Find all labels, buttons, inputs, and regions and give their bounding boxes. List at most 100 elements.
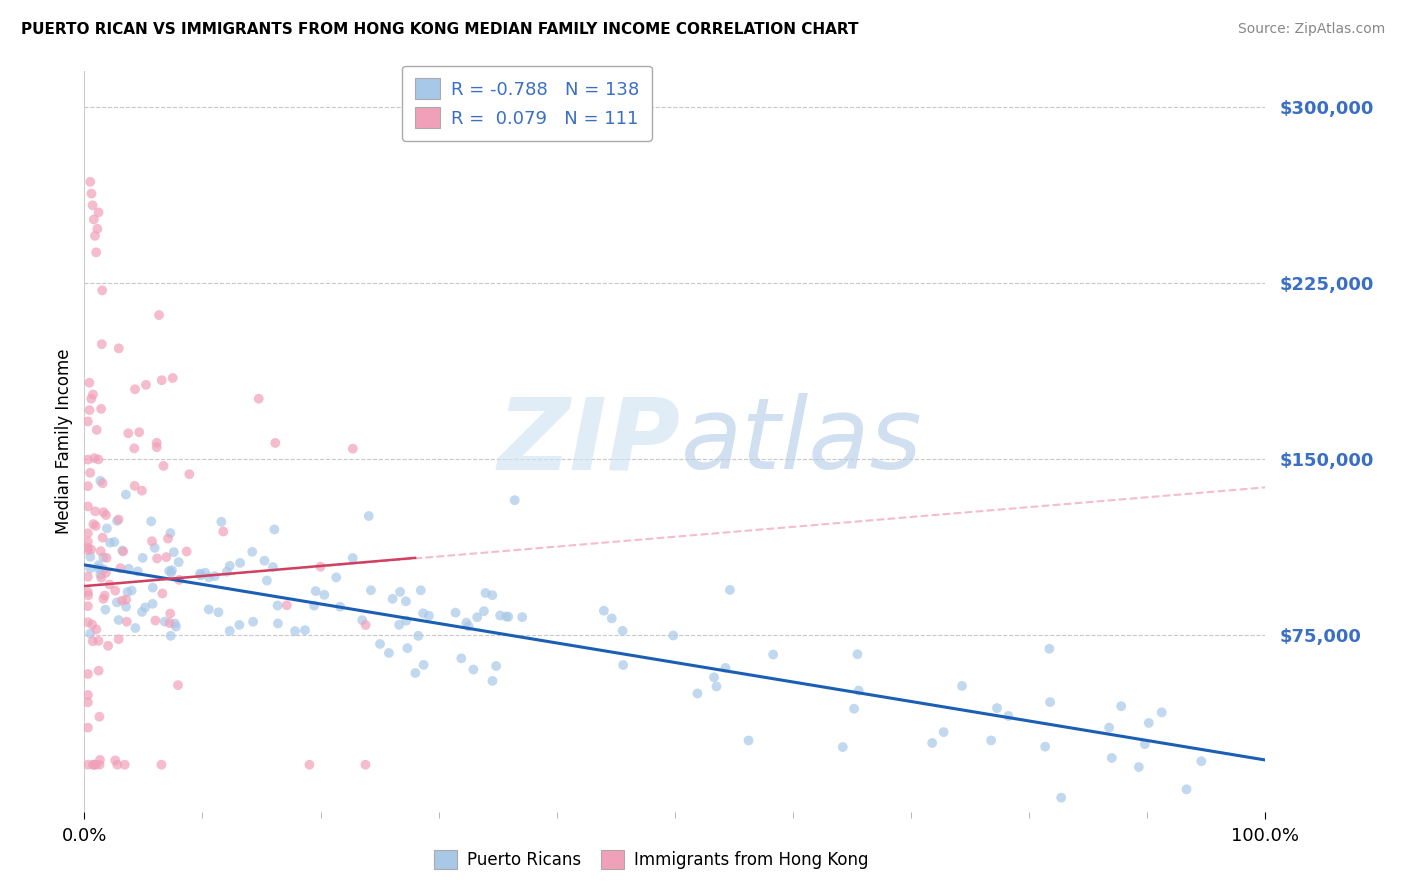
Point <box>592 604 614 618</box>
Point <box>474 586 496 600</box>
Point <box>212 524 235 539</box>
Point <box>87 633 110 648</box>
Point <box>80 186 103 201</box>
Point <box>207 605 229 619</box>
Point <box>79 376 101 390</box>
Point <box>135 377 157 392</box>
Point <box>79 561 101 575</box>
Text: ZIP: ZIP <box>498 393 681 490</box>
Point <box>686 686 709 700</box>
Point <box>472 604 495 618</box>
Point <box>86 423 108 437</box>
Point <box>159 616 181 631</box>
Point <box>153 615 176 629</box>
Point <box>228 618 250 632</box>
Point <box>79 403 101 417</box>
Point <box>496 609 519 624</box>
Point <box>162 371 184 385</box>
Point <box>1033 739 1056 754</box>
Point <box>298 757 321 772</box>
Point <box>156 532 179 546</box>
Point <box>197 602 219 616</box>
Point <box>77 585 100 599</box>
Point <box>612 658 634 673</box>
Point <box>159 607 181 621</box>
Point <box>93 589 115 603</box>
Point <box>831 740 853 755</box>
Point <box>77 599 100 614</box>
Point <box>111 593 134 607</box>
Point <box>91 550 114 565</box>
Point <box>94 566 117 580</box>
Point <box>103 535 125 549</box>
Point <box>142 581 165 595</box>
Point <box>932 725 955 739</box>
Point <box>77 526 100 541</box>
Point <box>77 541 100 555</box>
Point <box>354 757 377 772</box>
Point <box>87 664 110 678</box>
Point <box>107 632 129 647</box>
Point <box>87 452 110 467</box>
Point <box>395 614 418 628</box>
Point <box>950 679 973 693</box>
Point <box>409 583 432 598</box>
Point <box>848 683 870 698</box>
Point <box>146 551 169 566</box>
Point <box>107 342 129 356</box>
Point <box>329 599 352 614</box>
Text: atlas: atlas <box>681 393 922 490</box>
Point <box>198 570 221 584</box>
Point <box>489 608 512 623</box>
Point <box>131 605 153 619</box>
Point <box>1038 641 1060 656</box>
Point <box>77 667 100 681</box>
Point <box>381 591 404 606</box>
Legend: Puerto Ricans, Immigrants from Hong Kong: Puerto Ricans, Immigrants from Hong Kong <box>425 841 877 878</box>
Point <box>150 757 173 772</box>
Point <box>115 615 138 629</box>
Point <box>118 562 141 576</box>
Point <box>112 544 135 558</box>
Point <box>395 594 418 608</box>
Point <box>155 550 177 565</box>
Point <box>121 583 143 598</box>
Point <box>357 508 380 523</box>
Point <box>325 570 347 584</box>
Point <box>215 565 238 579</box>
Point <box>167 678 190 692</box>
Point <box>714 661 737 675</box>
Point <box>294 623 316 637</box>
Point <box>89 474 111 488</box>
Point <box>77 721 100 735</box>
Point <box>77 479 100 493</box>
Point <box>91 284 114 298</box>
Point <box>718 582 741 597</box>
Point <box>79 549 101 564</box>
Point <box>703 670 725 684</box>
Point <box>128 425 150 440</box>
Point <box>152 586 174 600</box>
Point <box>218 624 240 638</box>
Point <box>79 175 101 189</box>
Point <box>91 531 114 545</box>
Point <box>1050 790 1073 805</box>
Point <box>842 702 865 716</box>
Point <box>986 701 1008 715</box>
Point <box>176 544 198 558</box>
Point <box>218 558 240 573</box>
Point <box>124 621 146 635</box>
Point <box>481 588 503 602</box>
Point <box>90 337 112 351</box>
Point <box>412 657 434 672</box>
Point <box>263 523 285 537</box>
Point <box>117 426 139 441</box>
Point <box>84 757 107 772</box>
Point <box>104 583 127 598</box>
Point <box>105 514 128 528</box>
Point <box>87 205 110 219</box>
Point <box>90 571 112 585</box>
Point <box>145 435 167 450</box>
Point <box>107 613 129 627</box>
Point <box>465 610 488 624</box>
